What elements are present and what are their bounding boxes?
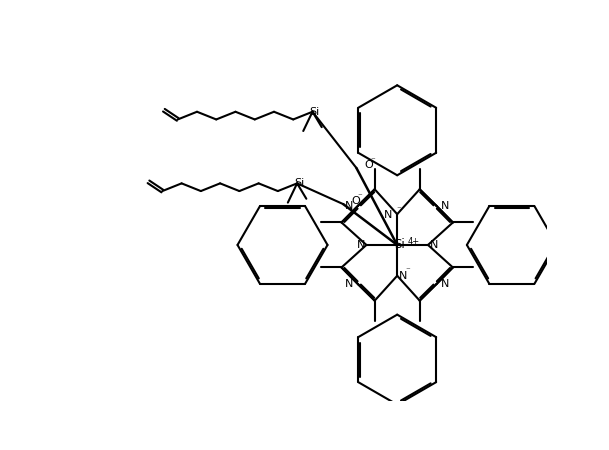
- Text: ⁻: ⁻: [357, 193, 362, 202]
- Text: 4+: 4+: [407, 238, 420, 247]
- Text: ⁻: ⁻: [370, 157, 375, 166]
- Text: N: N: [429, 240, 438, 250]
- Text: ⁻: ⁻: [405, 267, 410, 276]
- Text: N: N: [441, 279, 449, 289]
- Text: N: N: [345, 201, 353, 211]
- Text: O: O: [351, 196, 360, 206]
- Text: Si: Si: [394, 238, 405, 252]
- Text: N: N: [384, 210, 392, 220]
- Text: Si: Si: [294, 178, 304, 189]
- Text: ⁻: ⁻: [396, 205, 401, 214]
- Text: N: N: [345, 279, 353, 289]
- Text: N: N: [356, 240, 365, 250]
- Text: Si: Si: [310, 107, 320, 117]
- Text: N: N: [399, 271, 407, 281]
- Text: O: O: [364, 160, 373, 170]
- Text: N: N: [441, 201, 449, 211]
